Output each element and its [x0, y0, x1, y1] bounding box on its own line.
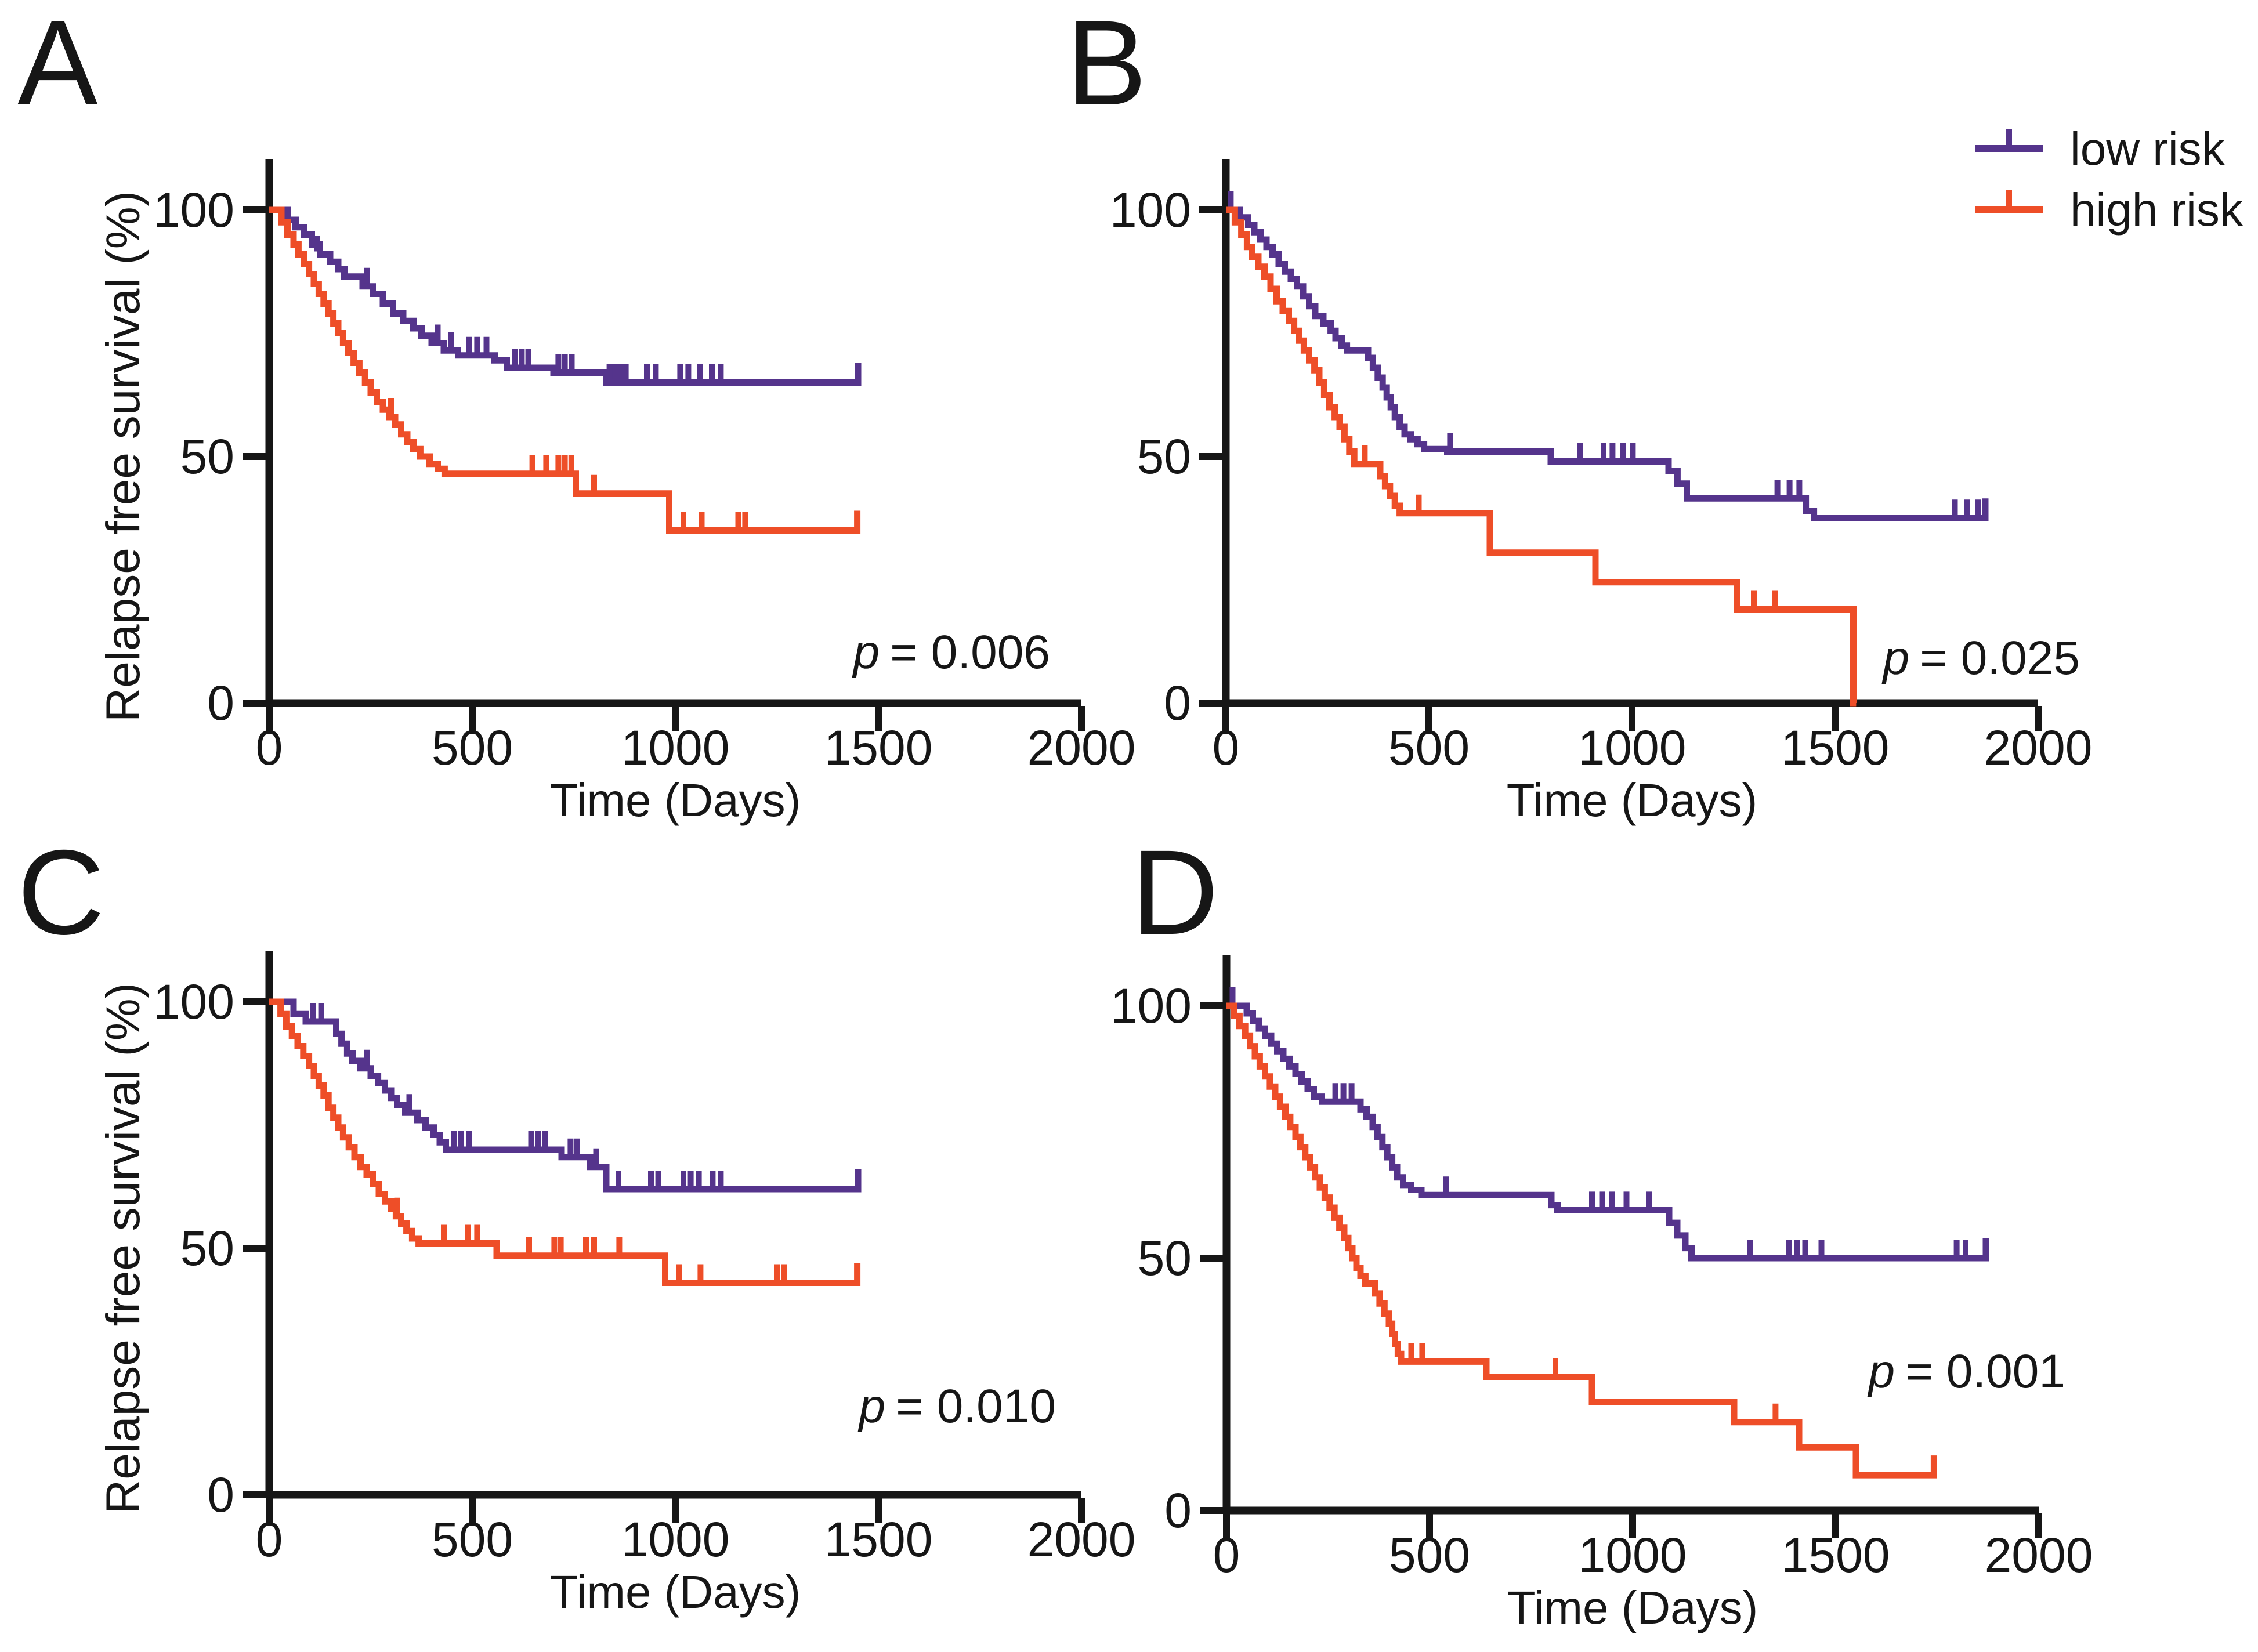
km-curve-high-risk [1226, 1002, 1937, 1479]
x-tick-label: 500 [432, 720, 513, 775]
y-tick-label: 0 [1164, 676, 1191, 730]
panel-D: D Time (Days) p = 0.001 0 500 1000 1500 20000… [1110, 825, 2093, 1633]
legend-label-low-risk: low risk [2070, 123, 2226, 175]
x-tick-label: 2000 [1027, 1512, 1136, 1567]
x-axis-title: Time (Days) [550, 774, 801, 826]
p-number: = 0.006 [890, 626, 1050, 679]
x-tick-label: 1000 [1578, 720, 1687, 775]
panel-C-plot: 0 500 1000 1500 2000 0 50 100 [153, 951, 1136, 1567]
p-symbol: p [1881, 632, 1910, 684]
x-tick-label: 1000 [621, 720, 730, 775]
y-axis-title: Relapse free survival (%) [97, 191, 150, 722]
p-value: p = 0.006 [852, 626, 1050, 679]
km-curve-high-risk [1226, 206, 1857, 707]
panel-B-plot: 0 500 1000 1500 2000 0 50 100 [1110, 159, 2093, 775]
panel-letter-A: A [17, 0, 98, 131]
km-curve-low-risk [269, 206, 862, 386]
km-curve-high-risk [269, 206, 861, 534]
x-tick-label: 500 [1388, 720, 1470, 775]
x-tick-label: 2000 [1985, 1528, 2093, 1582]
x-tick-label: 1000 [1579, 1528, 1687, 1582]
panel-C: C Relapse free survival (%) Time (Days) … [17, 825, 1135, 1618]
p-number: = 0.025 [1920, 632, 2080, 684]
y-tick-label: 100 [1110, 183, 1191, 237]
x-tick-label: 500 [432, 1512, 513, 1567]
y-tick-label: 50 [1138, 1231, 1192, 1285]
x-axis-title: Time (Days) [1507, 1582, 1758, 1633]
legend-item-high-risk: high risk [1975, 184, 2243, 236]
panel-B: B Time (Days) p = 0.025 0 500 1000 1500 20000… [1066, 0, 2092, 826]
x-tick-label: 0 [1213, 720, 1240, 775]
km-curve-low-risk [1226, 206, 1989, 521]
x-tick-label: 0 [256, 1512, 283, 1567]
x-tick-label: 0 [256, 720, 283, 775]
y-tick-label: 0 [207, 1468, 234, 1522]
x-tick-label: 1500 [824, 720, 933, 775]
y-axis-title: Relapse free survival (%) [97, 983, 150, 1514]
legend-label-high-risk: high risk [2070, 184, 2243, 236]
p-number: = 0.010 [896, 1380, 1056, 1433]
x-tick-label: 0 [1213, 1528, 1240, 1582]
y-tick-label: 100 [153, 974, 234, 1029]
y-tick-label: 50 [1137, 429, 1191, 484]
x-tick-label: 1500 [1781, 720, 1890, 775]
x-tick-label: 1000 [621, 1512, 730, 1567]
panel-letter-B: B [1066, 0, 1147, 131]
x-axis-title: Time (Days) [1507, 774, 1758, 826]
x-tick-label: 500 [1389, 1528, 1470, 1582]
km-curve-high-risk [269, 998, 861, 1286]
x-tick-label: 2000 [1027, 720, 1136, 775]
panel-A-plot: 0 500 1000 1500 2000 0 50 100 [153, 159, 1136, 775]
p-value: p = 0.001 [1867, 1345, 2065, 1398]
y-tick-label: 0 [207, 676, 234, 730]
legend: low risk high risk [1975, 123, 2243, 236]
km-curve-low-risk [269, 998, 862, 1193]
x-tick-label: 1500 [824, 1512, 933, 1567]
panel-A: A Relapse free survival (%) Time (Days) … [17, 0, 1135, 826]
p-symbol: p [857, 1380, 886, 1433]
legend-item-low-risk: low risk [1975, 123, 2226, 175]
y-tick-label: 50 [180, 429, 234, 484]
y-tick-label: 100 [1110, 979, 1192, 1033]
panel-letter-C: C [17, 825, 104, 960]
y-tick-label: 0 [1164, 1483, 1192, 1538]
legend-marker-high-risk [1975, 190, 2043, 213]
p-symbol: p [852, 626, 880, 679]
y-tick-label: 100 [153, 183, 234, 237]
x-tick-label: 1500 [1782, 1528, 1890, 1582]
legend-marker-low-risk [1975, 129, 2043, 152]
p-symbol: p [1867, 1345, 1895, 1398]
y-tick-label: 50 [180, 1221, 234, 1276]
p-number: = 0.001 [1905, 1345, 2065, 1398]
p-value: p = 0.025 [1881, 632, 2080, 684]
panel-letter-D: D [1131, 825, 1218, 960]
x-axis-title: Time (Days) [550, 1566, 801, 1618]
panel-D-plot: 0 500 1000 1500 2000 0 50 100 [1110, 955, 2093, 1582]
x-tick-label: 2000 [1984, 720, 2093, 775]
km-curve-low-risk [1226, 1002, 1989, 1262]
p-value: p = 0.010 [857, 1380, 1056, 1433]
